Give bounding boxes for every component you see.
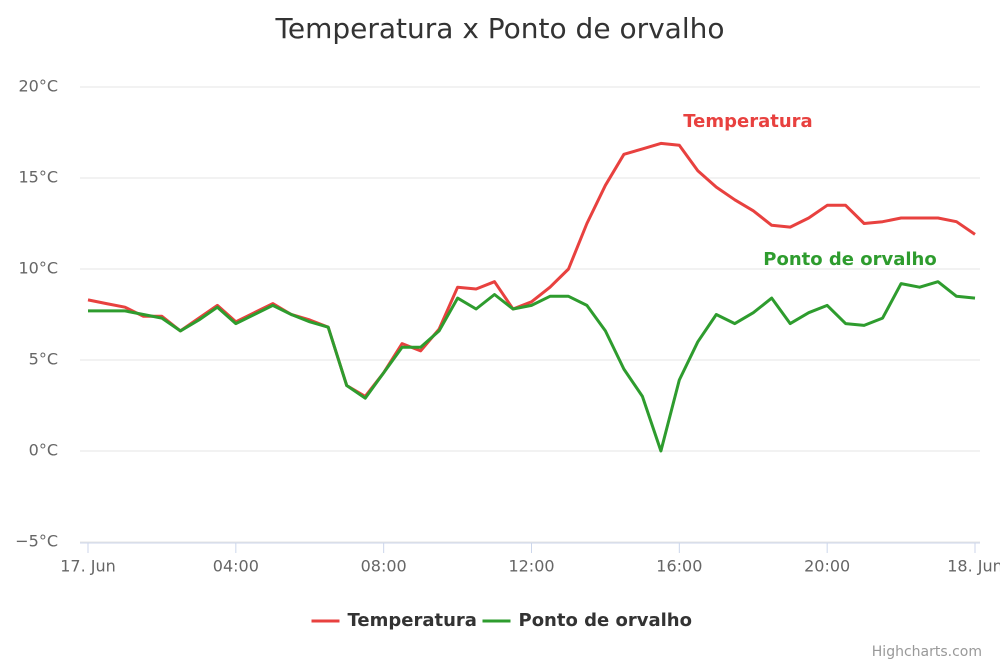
- annotation: Ponto de orvalho: [763, 249, 936, 270]
- y-tick-label: 0°C: [29, 441, 58, 460]
- credits[interactable]: Highcharts.com: [872, 644, 982, 660]
- y-tick-label: 10°C: [18, 259, 58, 278]
- chart-title: Temperatura x Ponto de orvalho: [275, 12, 725, 45]
- y-tick-label: −5°C: [15, 532, 58, 551]
- x-tick-label: 08:00: [361, 557, 407, 576]
- legend-label[interactable]: Ponto de orvalho: [519, 610, 692, 631]
- x-tick-label: 16:00: [656, 557, 702, 576]
- x-tick-label: 20:00: [804, 557, 850, 576]
- series-line: [88, 280, 976, 453]
- legend-label[interactable]: Temperatura: [348, 610, 477, 631]
- annotation: Temperatura: [683, 111, 812, 132]
- y-tick-label: 15°C: [18, 168, 58, 187]
- y-tick-label: 20°C: [18, 77, 58, 96]
- x-tick-label: 04:00: [213, 557, 259, 576]
- y-tick-label: 5°C: [29, 350, 58, 369]
- x-tick-label: 18. Jun: [947, 557, 1000, 576]
- x-tick-label: 17. Jun: [60, 557, 116, 576]
- x-tick-label: 12:00: [508, 557, 554, 576]
